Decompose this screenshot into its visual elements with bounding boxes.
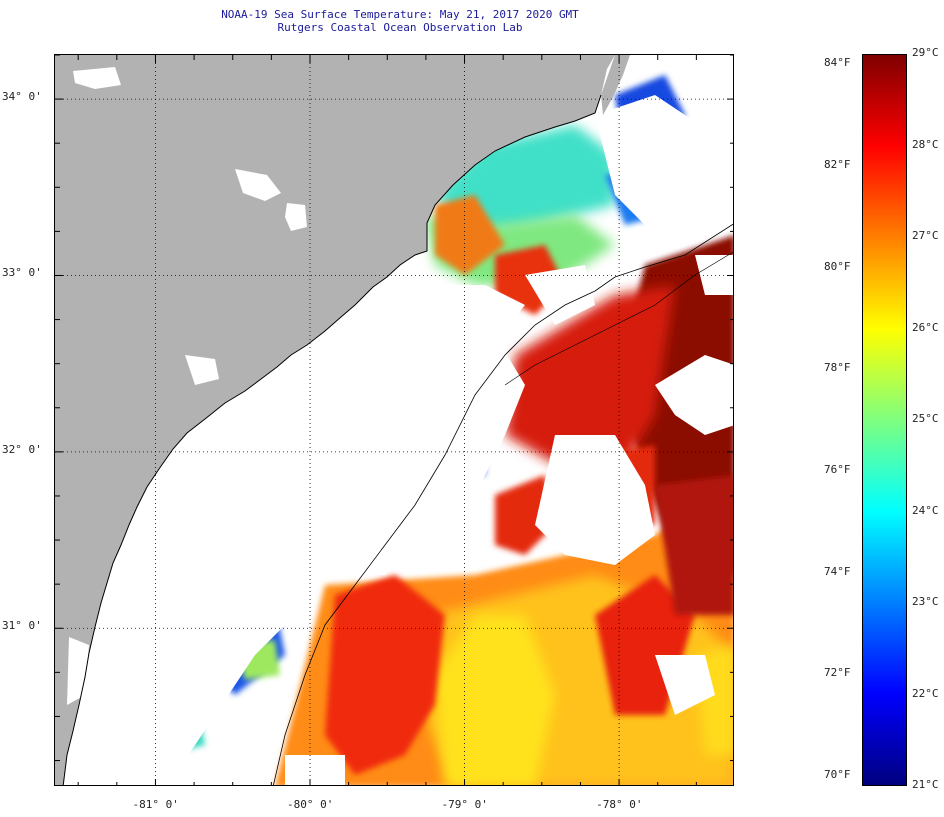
- longitude-tick-label: -80° 0': [287, 798, 334, 811]
- latitude-tick-label: 32° 0': [2, 442, 42, 456]
- inland-cloud-1: [73, 67, 121, 89]
- colorbar-fahrenheit-label: 78°F: [824, 361, 851, 375]
- isobath-contour: [273, 223, 733, 785]
- cloud-north-1: [595, 95, 733, 235]
- latitude-tick-label: 34° 0': [2, 90, 42, 104]
- colorbar-fahrenheit-label: 84°F: [824, 56, 851, 70]
- temperature-colorbar: [862, 54, 907, 786]
- inland-cloud-4: [185, 355, 219, 385]
- sst-red-filament-south: [325, 575, 445, 775]
- colorbar-fahrenheit-label: 76°F: [824, 462, 851, 476]
- cloud-north-2: [525, 265, 595, 325]
- isobath-contour-inner: [504, 251, 733, 386]
- colorbar-celsius-label: 28°C: [912, 137, 939, 151]
- colorbar-celsius-label: 24°C: [912, 503, 939, 517]
- map-title: NOAA-19 Sea Surface Temperature: May 21,…: [221, 8, 579, 21]
- colorbar-celsius-label: 23°C: [912, 595, 939, 608]
- colorbar-celsius-label: 21°C: [912, 778, 939, 791]
- sst-red-patches-mid: [495, 475, 555, 555]
- cloud-east-1: [535, 435, 655, 565]
- cloud-south-gap-2: [285, 755, 345, 785]
- inland-cloud-3: [285, 203, 307, 231]
- longitude-tick-label: -81° 0': [132, 798, 179, 811]
- latitude-tick-label: 33° 0': [2, 266, 42, 280]
- longitude-tick-label: -78° 0': [596, 798, 643, 811]
- latitude-tick-label: 31° 0': [2, 619, 42, 633]
- map-subtitle: Rutgers Coastal Ocean Observation Lab: [277, 21, 523, 34]
- colorbar-fahrenheit-label: 74°F: [824, 564, 851, 578]
- inland-cloud-2: [235, 169, 281, 201]
- land-outer-banks: [601, 55, 630, 115]
- colorbar-fahrenheit-label: 70°F: [824, 767, 851, 781]
- graticule: [55, 55, 733, 785]
- colorbar-fahrenheit-label: 82°F: [824, 157, 851, 171]
- colorbar-celsius-label: 26°C: [912, 320, 939, 334]
- sst-map-canvas: [55, 55, 733, 785]
- cloud-central: [335, 315, 525, 575]
- cloud-south-gap: [655, 655, 715, 715]
- colorbar-fahrenheit-label: 80°F: [824, 259, 851, 273]
- coastline: [62, 94, 602, 785]
- sst-map: [54, 54, 734, 786]
- sst-yellow-tongue: [435, 615, 555, 785]
- colorbar-fahrenheit-label: 72°F: [824, 666, 851, 680]
- edge-ticks: [55, 55, 733, 785]
- colorbar-celsius-label: 27°C: [912, 229, 939, 242]
- cloud-east-2: [655, 355, 733, 435]
- sst-gulfstream-edge: [505, 285, 675, 485]
- cloud-east-3: [695, 255, 733, 295]
- inland-cloud-5: [67, 637, 89, 705]
- cloud-mask: [55, 95, 733, 785]
- colorbar-celsius-label: 22°C: [912, 686, 939, 700]
- sst-dark-red-east: [655, 475, 733, 615]
- sst-orange-nearshore: [435, 195, 505, 275]
- colorbar-celsius-label: 25°C: [912, 412, 939, 425]
- land-mass: [55, 55, 615, 785]
- longitude-tick-label: -79° 0': [441, 798, 488, 811]
- colorbar-celsius-label: 29°C: [912, 46, 939, 59]
